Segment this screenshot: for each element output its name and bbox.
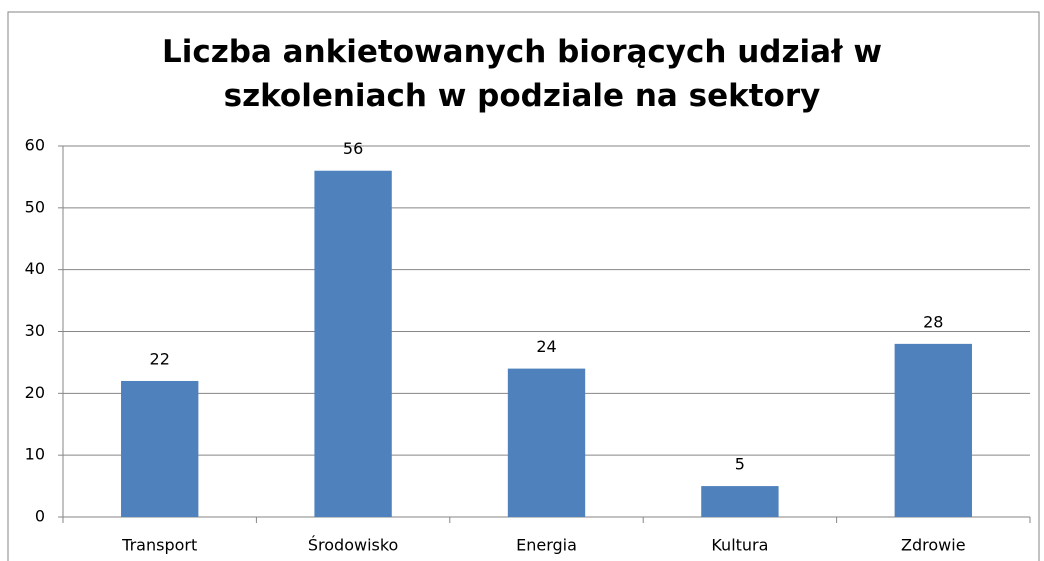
bar (507, 368, 586, 517)
bar (894, 343, 972, 517)
y-tick-label: 0 (35, 507, 45, 526)
y-tick-label: 20 (25, 383, 45, 402)
data-label: 5 (735, 455, 745, 474)
y-tick-label: 30 (25, 321, 45, 340)
x-tick-label: Transport (121, 536, 197, 555)
data-label: 56 (343, 139, 363, 158)
chart-title: Liczba ankietowanych biorących udział w … (161, 34, 883, 114)
data-label: 24 (536, 337, 556, 356)
bar (314, 170, 392, 517)
x-tick-label: Energia (516, 536, 577, 555)
bar (701, 486, 779, 517)
x-tick-label: Zdrowie (901, 536, 966, 555)
x-tick-label: Środowisko (308, 536, 398, 555)
x-tick-label: Kultura (711, 536, 768, 555)
chart-border (7, 11, 1040, 561)
y-tick-label: 60 (25, 136, 45, 155)
data-label: 28 (923, 312, 943, 331)
y-tick-label: 40 (25, 259, 45, 278)
y-tick-label: 50 (25, 197, 45, 216)
y-tick-label: 10 (25, 445, 45, 464)
data-label: 22 (150, 349, 170, 368)
bar (121, 380, 199, 517)
